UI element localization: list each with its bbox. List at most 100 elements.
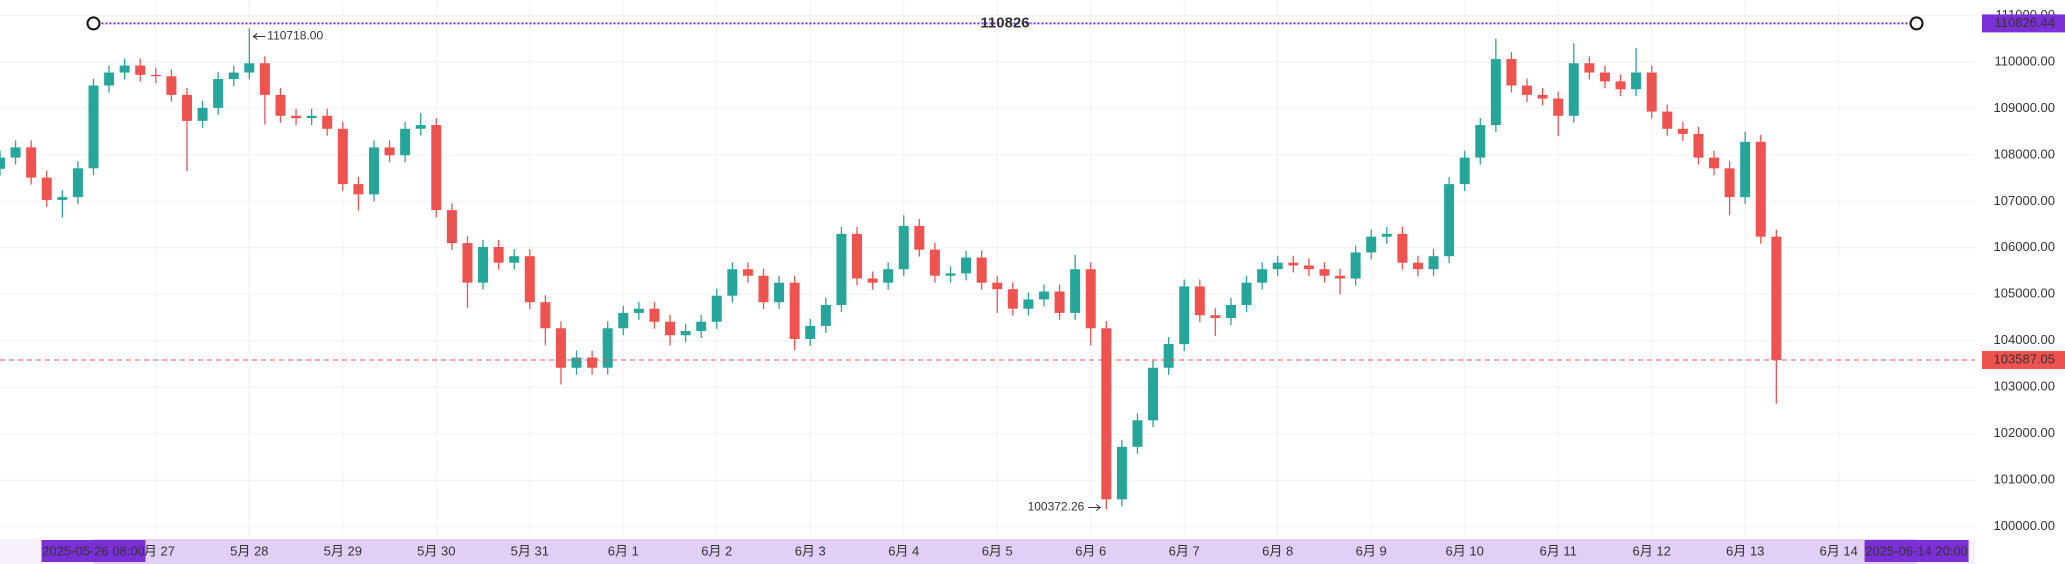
candle-body [540, 302, 551, 329]
x-tick-label: 6月 5 [982, 543, 1013, 558]
candle-body [259, 63, 270, 95]
candle-body [1444, 184, 1455, 257]
candle-body [509, 256, 520, 263]
candle-body [1319, 269, 1330, 276]
x-tick-label: 6月 4 [888, 543, 919, 558]
candle-body [929, 249, 940, 276]
candle-body [1241, 282, 1252, 305]
y-tick-label: 106000.00 [1994, 239, 2055, 254]
time-label: 2025-05-26 08:00 [42, 543, 145, 558]
candle-body [727, 269, 738, 296]
measure-price: 110826.44 [1995, 15, 2056, 30]
candle-body [1272, 262, 1283, 270]
x-tick-label: 5月 29 [324, 543, 362, 558]
candle-body [1194, 286, 1205, 316]
y-tick-label: 109000.00 [1994, 100, 2055, 115]
candle-body [961, 257, 972, 274]
candle-body [322, 115, 333, 129]
candle-body [1584, 63, 1595, 73]
candle-body [1381, 233, 1392, 237]
candle-body [1755, 141, 1766, 237]
candle-body [275, 94, 286, 116]
candle-body [867, 278, 878, 283]
time-label: 2025-06-14 20:00 [1865, 543, 1968, 558]
candle-body [26, 147, 37, 178]
candle-body [1537, 94, 1548, 99]
candle-body [805, 325, 816, 339]
x-tick-label: 6月 7 [1169, 543, 1200, 558]
candle-body [10, 147, 21, 158]
candle-body [1771, 236, 1782, 360]
x-tick-label: 5月 27 [137, 543, 175, 558]
candle-body [353, 184, 364, 195]
time-label-bg [1864, 540, 1969, 562]
candle-body [244, 63, 255, 73]
y-tick-label: 110000.00 [1995, 53, 2056, 68]
measure-text: 110826 [980, 14, 1029, 31]
low-arrow [1088, 504, 1102, 511]
candle-body [384, 147, 395, 156]
candle-body [898, 225, 909, 270]
candle-body [914, 225, 925, 250]
x-tick-label: 5月 28 [230, 543, 268, 558]
candle-body [587, 357, 598, 368]
candle-body [1709, 157, 1720, 169]
price-label-bg [1982, 350, 2065, 369]
candle-body [228, 72, 239, 80]
candle-body [400, 128, 411, 156]
candle-body [291, 115, 302, 119]
candle-body [852, 233, 863, 279]
candle-body [1225, 304, 1236, 319]
x-tick-label: 6月 8 [1262, 543, 1293, 558]
candle-body [1615, 81, 1626, 90]
candle-body [104, 72, 115, 86]
x-tick-label: 6月 11 [1540, 543, 1577, 558]
candle-body [1132, 420, 1143, 447]
x-tick-label: 5月 31 [511, 543, 549, 558]
candle-body [0, 157, 5, 169]
y-tick-label: 101000.00 [1994, 472, 2055, 487]
candle-body [88, 85, 99, 169]
candle-body [555, 328, 566, 368]
time-label-bg [41, 540, 146, 562]
candle-body [976, 257, 987, 283]
y-tick-label: 100000.00 [1994, 518, 2055, 533]
candle-body [1693, 133, 1704, 158]
candle-body [883, 269, 894, 283]
candle-body [1148, 367, 1159, 421]
x-tick-label: 6月 14 [1820, 543, 1858, 558]
candle-body [493, 246, 504, 263]
candle-body [1257, 269, 1268, 283]
y-tick-label: 102000.00 [1994, 425, 2055, 440]
y-tick-label: 103000.00 [1994, 379, 2055, 394]
candle-body [1459, 157, 1470, 185]
candle-body [1350, 252, 1361, 279]
candle-body [602, 328, 613, 368]
candle-body [166, 76, 177, 95]
candle-body [41, 177, 52, 200]
candle-body [119, 65, 130, 73]
candle-body [524, 256, 535, 303]
candle-body [1210, 315, 1221, 319]
x-tick-label: 6月 6 [1075, 543, 1106, 558]
range-highlight [93, 539, 1917, 564]
candle-body [1070, 269, 1081, 313]
candle-body [1646, 72, 1657, 112]
candle-body [696, 321, 707, 332]
y-tick-label: 107000.00 [1994, 193, 2055, 208]
candle-body [711, 295, 722, 322]
high-arrow [252, 33, 266, 40]
measure-price-bg [1982, 14, 2065, 33]
x-tick-label: 6月 13 [1726, 543, 1764, 558]
x-tick-label: 6月 2 [701, 543, 732, 558]
candle-body [742, 269, 753, 276]
candle-body [57, 197, 68, 200]
candle-body [197, 107, 208, 121]
y-tick-label: 104000.00 [1994, 332, 2055, 347]
candle-body [1428, 256, 1439, 270]
candle-body [1366, 236, 1377, 253]
y-tick-label: 105000.00 [1994, 286, 2055, 301]
candle-body [337, 128, 348, 185]
candle-body [462, 243, 473, 283]
